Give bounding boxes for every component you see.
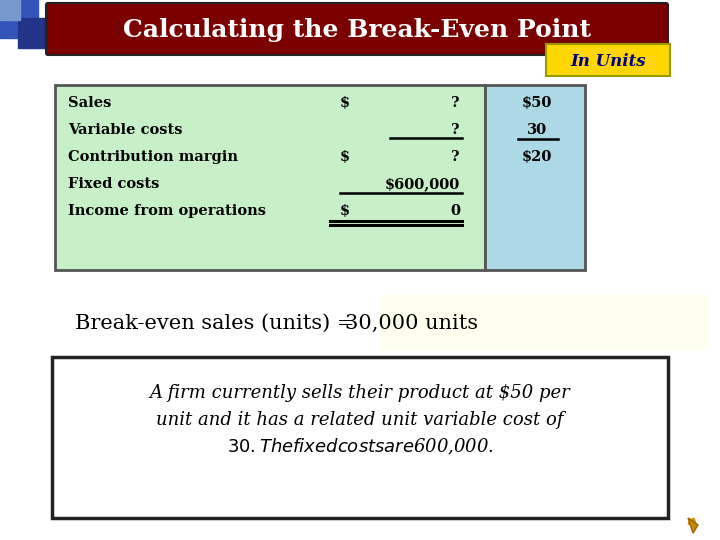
Text: Calculating the Break-Even Point: Calculating the Break-Even Point [123,18,591,42]
Text: Income from operations: Income from operations [68,204,266,218]
Text: Sales: Sales [68,96,112,110]
Text: $50: $50 [522,96,552,110]
FancyBboxPatch shape [546,44,670,76]
Text: $20: $20 [522,150,552,164]
Text: ?: ? [451,96,460,110]
Text: 30,000 units: 30,000 units [345,314,478,333]
Text: ?: ? [451,123,460,137]
Text: $: $ [340,96,350,110]
Text: Fixed costs: Fixed costs [68,177,159,191]
Text: $: $ [340,204,350,218]
Bar [485,85,585,270]
FancyBboxPatch shape [46,3,668,55]
FancyBboxPatch shape [52,357,668,518]
Polygon shape [688,518,698,533]
Bar [0,0,20,20]
Text: 30: 30 [527,123,547,137]
Text: $600,000: $600,000 [384,177,460,191]
Text: In Units: In Units [570,52,646,70]
Text: ?: ? [451,150,460,164]
Bar [18,18,48,48]
Text: Break-even sales (units) =: Break-even sales (units) = [75,314,361,333]
Bar [55,85,485,270]
Text: 0: 0 [450,204,460,218]
Text: Contribution margin: Contribution margin [68,150,238,164]
Text: $30.  The fixed costs are $600,000.: $30. The fixed costs are $600,000. [227,437,493,457]
Text: $: $ [340,150,350,164]
Bar [380,295,710,350]
Text: Variable costs: Variable costs [68,123,182,137]
Text: A firm currently sells their product at $50 per: A firm currently sells their product at … [150,384,570,402]
Bar [0,0,38,38]
Text: unit and it has a related unit variable cost of: unit and it has a related unit variable … [156,411,564,429]
